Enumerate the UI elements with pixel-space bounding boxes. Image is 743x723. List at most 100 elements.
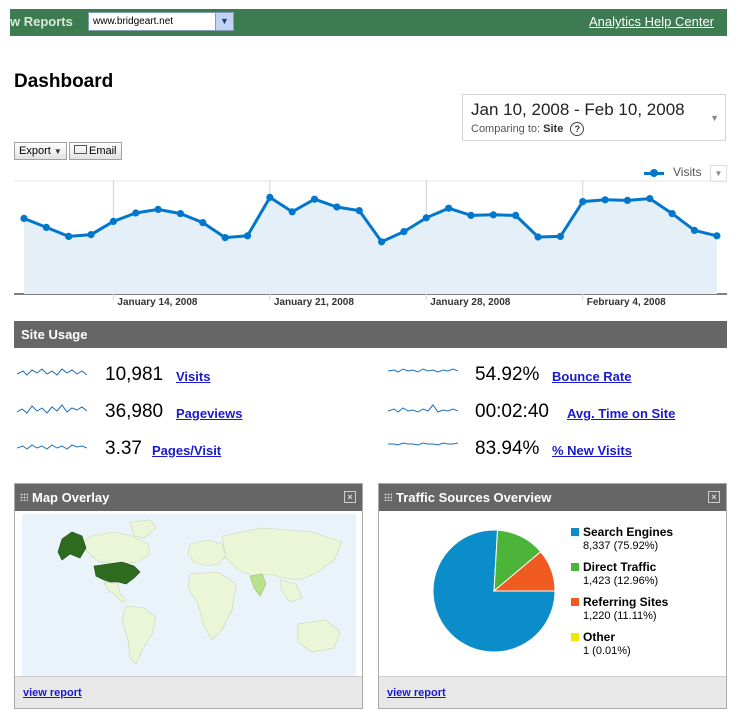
metric-link[interactable]: Avg. Time on Site xyxy=(567,406,676,421)
chart-point[interactable] xyxy=(243,232,252,240)
chart-point[interactable] xyxy=(556,232,565,240)
chart-point[interactable] xyxy=(623,196,632,204)
chart-point[interactable] xyxy=(713,232,721,240)
chart-point[interactable] xyxy=(288,208,296,216)
chart-point[interactable] xyxy=(310,195,319,203)
traffic-pie-chart[interactable] xyxy=(429,526,559,656)
sparkline xyxy=(17,368,87,376)
chart-point[interactable] xyxy=(176,210,185,218)
x-tick-label: January 21, 2008 xyxy=(274,297,354,308)
chart-point[interactable] xyxy=(42,223,50,231)
chart-point[interactable] xyxy=(690,226,699,234)
chart-point[interactable] xyxy=(467,211,475,219)
top-bar: w Reports www.bridgeart.net ▼ Analytics … xyxy=(10,9,727,36)
metric-value: 54.92% xyxy=(475,364,540,385)
sparkline xyxy=(388,404,458,413)
metric-link[interactable]: Bounce Rate xyxy=(552,369,632,384)
legend-name: Direct Traffic xyxy=(583,560,657,574)
chart-point[interactable] xyxy=(579,198,587,206)
sparkline xyxy=(17,404,87,414)
chart-point[interactable] xyxy=(378,238,386,246)
metric-link[interactable]: Visits xyxy=(176,369,211,384)
chevron-down-icon: ▼ xyxy=(53,147,62,156)
chart-point[interactable] xyxy=(20,214,28,222)
chart-point[interactable] xyxy=(154,205,162,213)
email-button[interactable]: Email xyxy=(69,142,122,160)
x-tick-label: January 14, 2008 xyxy=(117,297,197,308)
traffic-sources-title: Traffic Sources Overview xyxy=(396,490,552,505)
legend-swatch xyxy=(571,528,579,536)
site-select[interactable]: www.bridgeart.net ▼ xyxy=(88,12,234,31)
export-label: Export xyxy=(19,145,51,157)
legend-value: 1 (0.01%) xyxy=(583,645,631,657)
chart-line xyxy=(23,195,718,244)
chart-point[interactable] xyxy=(489,211,497,219)
chart-point[interactable] xyxy=(445,204,453,212)
help-icon[interactable]: ? xyxy=(570,122,585,136)
comparing-label: Comparing to: xyxy=(471,123,541,135)
chart-point[interactable] xyxy=(422,214,430,222)
chart-point[interactable] xyxy=(109,217,117,225)
legend-name: Referring Sites xyxy=(583,595,669,609)
sparkline xyxy=(388,442,458,446)
traffic-sources-panel: Traffic Sources Overview × Search Engine… xyxy=(378,483,727,709)
date-range-picker[interactable]: Jan 10, 2008 - Feb 10, 2008 Comparing to… xyxy=(462,94,726,141)
site-usage-title: Site Usage xyxy=(21,327,88,342)
reports-label: w Reports xyxy=(10,14,73,29)
visits-line-chart: January 14, 2008 January 21, 2008 January … xyxy=(14,180,727,308)
metric-link[interactable]: Pageviews xyxy=(176,406,243,421)
legend-swatch xyxy=(571,563,579,571)
legend-label: Visits xyxy=(673,165,702,179)
map-overlay-footer: view report xyxy=(15,676,362,708)
chart-point[interactable] xyxy=(646,195,654,203)
chart-point[interactable] xyxy=(266,193,274,201)
drag-handle-icon[interactable] xyxy=(20,493,28,501)
sparkline xyxy=(388,368,458,373)
email-label: Email xyxy=(89,145,117,157)
chart-point[interactable] xyxy=(65,232,73,240)
export-button[interactable]: Export ▼ xyxy=(14,142,67,160)
chart-point[interactable] xyxy=(512,211,520,219)
chart-point[interactable] xyxy=(132,209,140,217)
chart-point[interactable] xyxy=(400,228,408,236)
chart-points xyxy=(20,193,721,246)
site-select-value: www.bridgeart.net xyxy=(93,16,174,27)
chart-point[interactable] xyxy=(87,231,95,239)
chart-point[interactable] xyxy=(355,207,363,215)
close-icon[interactable]: × xyxy=(708,491,720,503)
x-tick-label: February 4, 2008 xyxy=(587,297,666,308)
chart-point[interactable] xyxy=(221,234,229,242)
legend-value: 8,337 (75.92%) xyxy=(583,540,659,552)
metric-value: 3.37 xyxy=(105,438,142,459)
legend-value: 1,220 (11.11%) xyxy=(583,610,657,622)
chevron-down-icon[interactable]: ▼ xyxy=(215,13,233,30)
legend-value: 1,423 (12.96%) xyxy=(583,575,659,587)
map-overlay-panel: Map Overlay × view report xyxy=(14,483,363,709)
page-title: Dashboard xyxy=(14,71,114,92)
chart-point[interactable] xyxy=(601,196,609,204)
x-tick-label: January 28, 2008 xyxy=(430,297,510,308)
metric-value: 36,980 xyxy=(105,401,164,422)
close-icon[interactable]: × xyxy=(344,491,356,503)
help-center-link[interactable]: Analytics Help Center xyxy=(589,14,714,29)
metric-link[interactable]: Pages/Visit xyxy=(152,443,222,458)
comparing-value: Site xyxy=(543,123,564,135)
traffic-sources-footer: view report xyxy=(379,676,726,708)
chart-point[interactable] xyxy=(333,203,341,211)
chart-point[interactable] xyxy=(534,233,542,241)
metric-value: 00:02:40 xyxy=(475,401,549,422)
map-overlay-title: Map Overlay xyxy=(32,490,110,505)
view-report-link[interactable]: view report xyxy=(387,687,446,699)
chart-point[interactable] xyxy=(199,219,207,227)
comparing-text: Comparing to: Site ? xyxy=(471,122,585,136)
legend-name: Other xyxy=(583,630,616,644)
chart-point[interactable] xyxy=(668,210,676,218)
chart-area xyxy=(24,197,717,294)
drag-handle-icon[interactable] xyxy=(384,493,392,501)
date-range-value[interactable]: Jan 10, 2008 - Feb 10, 2008 xyxy=(471,100,685,119)
metric-link[interactable]: % New Visits xyxy=(552,443,632,458)
legend-swatch xyxy=(571,633,579,641)
view-report-link[interactable]: view report xyxy=(23,687,82,699)
world-map[interactable] xyxy=(22,514,356,676)
chevron-down-icon[interactable]: ▼ xyxy=(710,113,719,123)
